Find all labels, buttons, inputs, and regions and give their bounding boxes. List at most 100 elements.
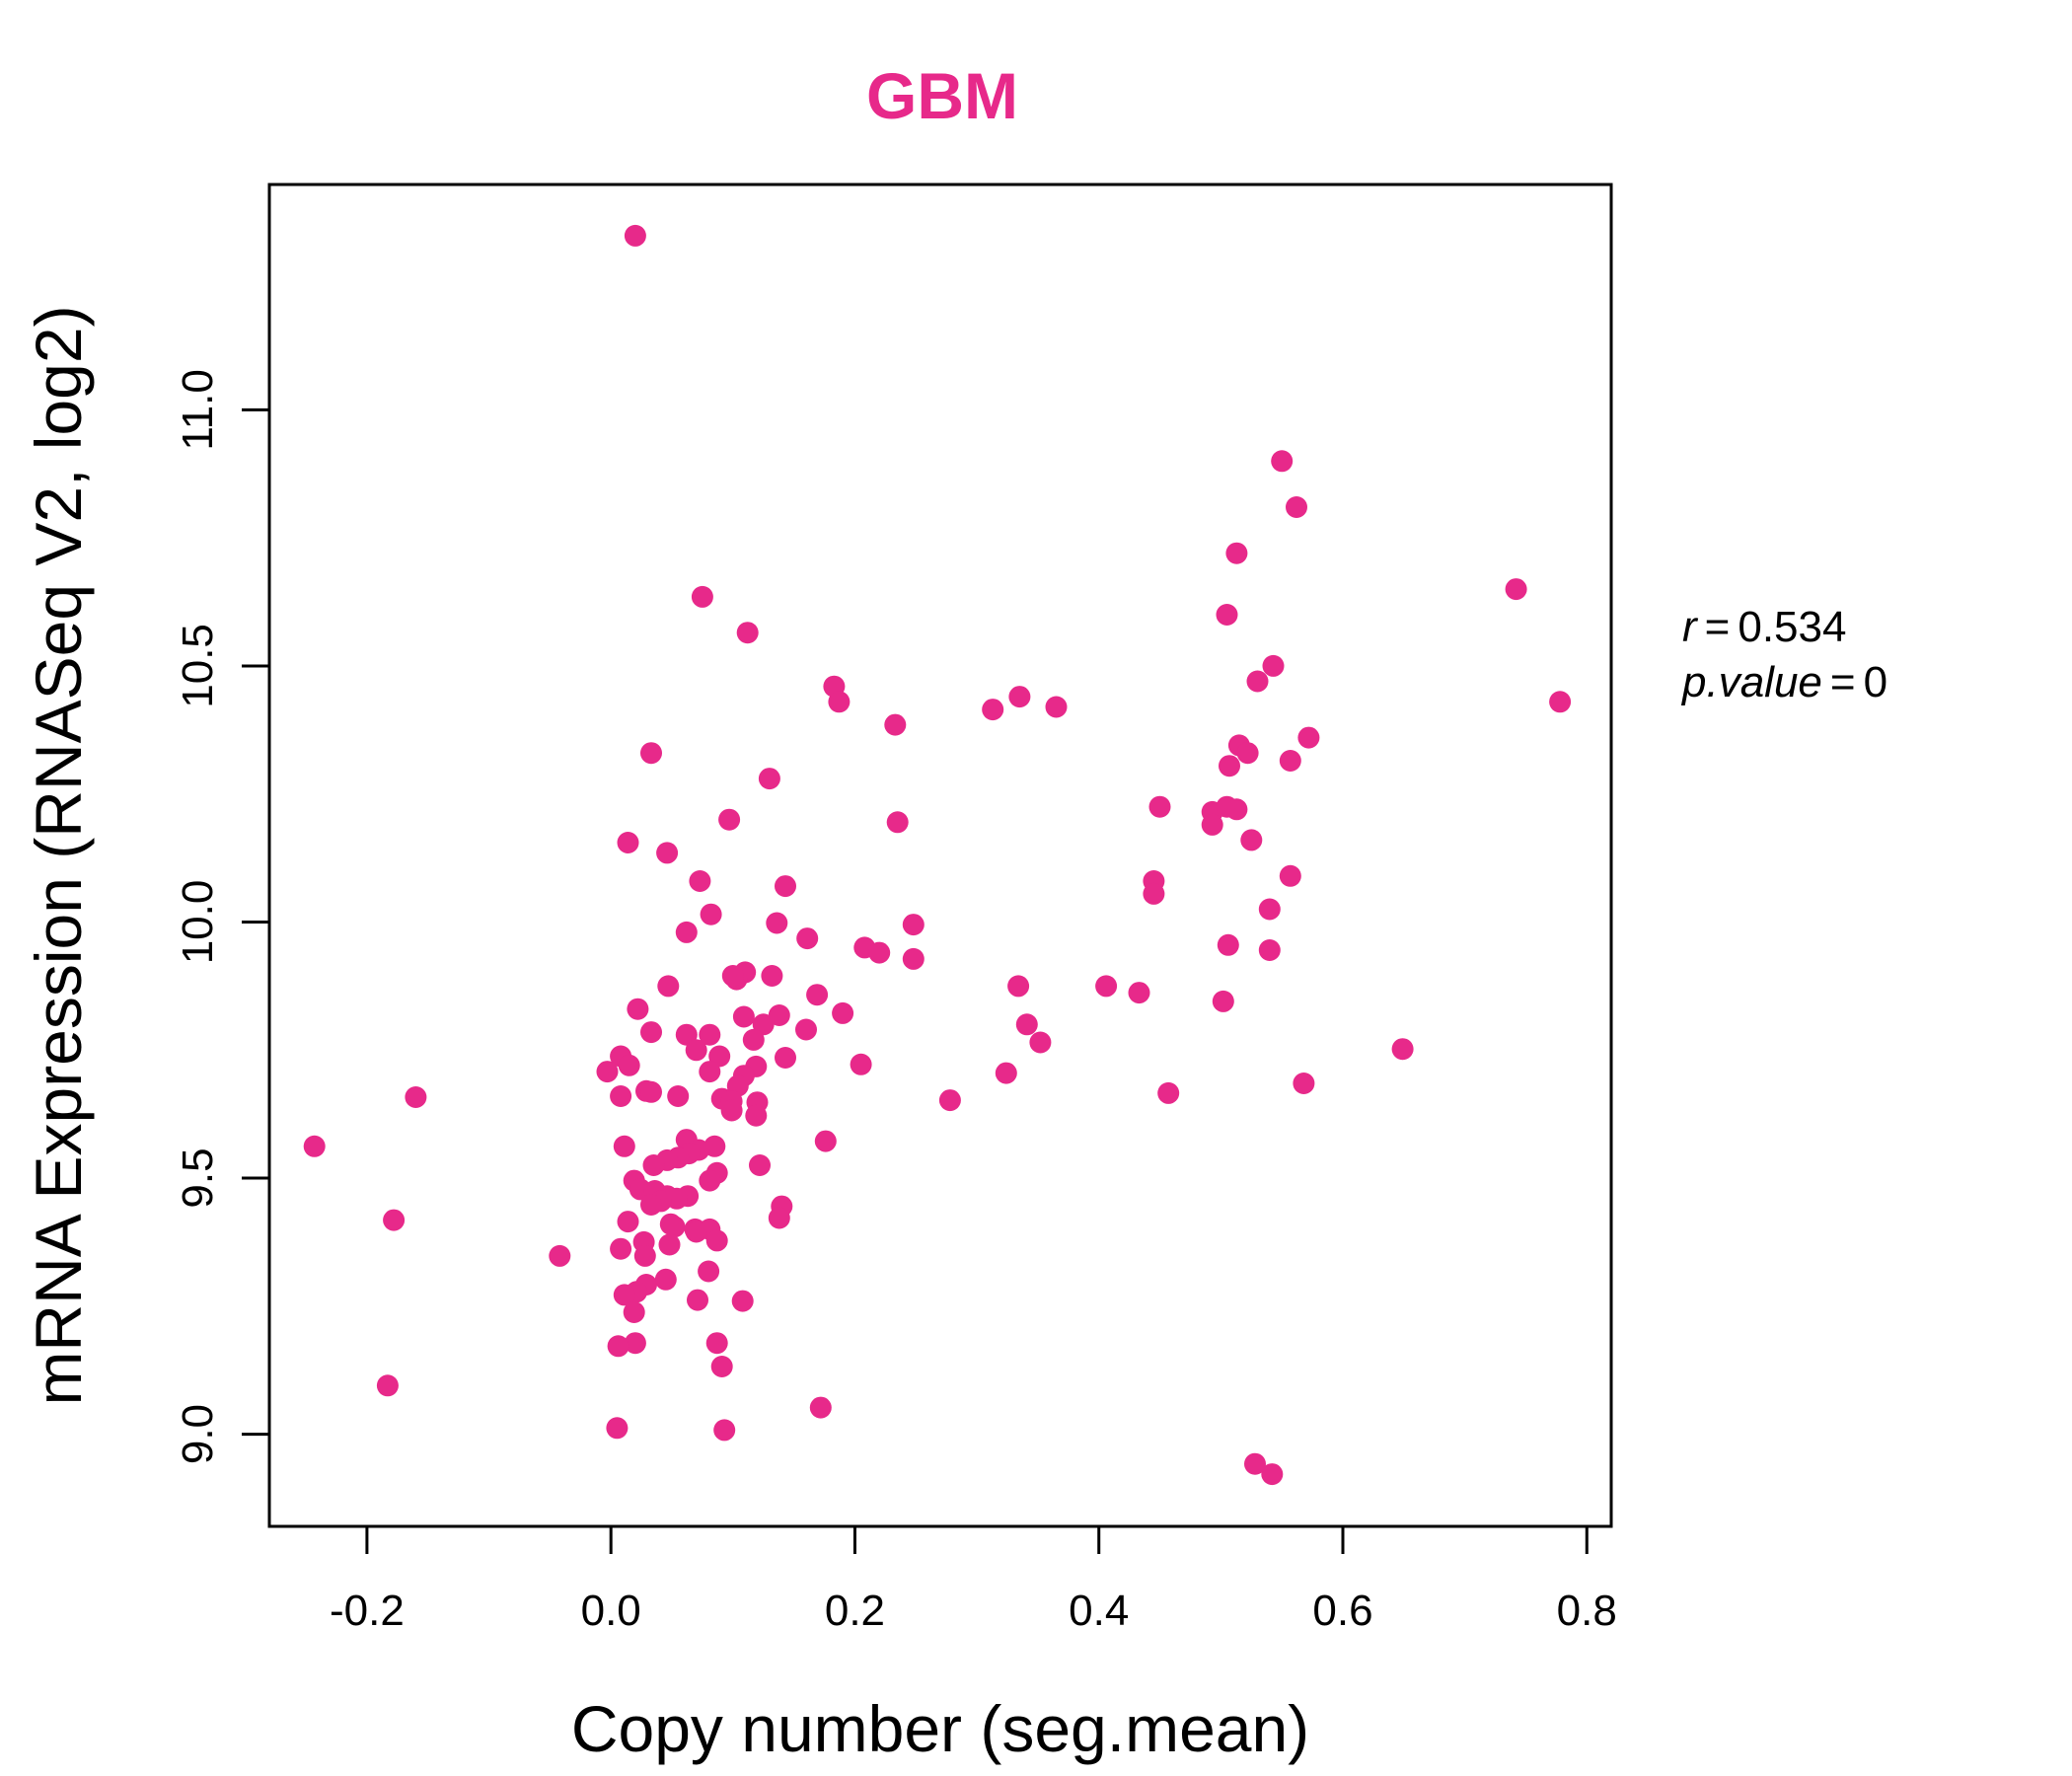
r-annotation: r = 0.534 <box>1682 603 1846 651</box>
data-point <box>884 713 907 736</box>
data-point <box>1212 990 1234 1012</box>
y-tick-label: 11.0 <box>174 369 222 450</box>
data-point <box>1148 795 1171 818</box>
data-point <box>1391 1038 1414 1061</box>
data-point <box>742 1028 765 1051</box>
data-point <box>1261 1463 1284 1486</box>
data-point <box>886 811 909 834</box>
data-point <box>1217 933 1239 956</box>
data-point <box>705 1332 728 1355</box>
data-point <box>633 1244 656 1267</box>
data-point <box>713 1419 736 1442</box>
data-point <box>640 1021 662 1044</box>
data-point <box>700 903 722 925</box>
data-point <box>613 1284 635 1306</box>
data-point <box>720 1099 743 1122</box>
data-point <box>1045 696 1068 718</box>
data-point <box>982 699 1004 721</box>
data-point <box>766 912 788 934</box>
data-point <box>675 921 698 943</box>
x-tick-label: 0.0 <box>581 1587 641 1635</box>
data-point <box>1293 1073 1315 1094</box>
data-point <box>868 941 891 964</box>
x-tick-label: 0.8 <box>1557 1587 1617 1635</box>
data-point <box>1029 1031 1052 1054</box>
data-point <box>607 1335 629 1358</box>
p-value: 0 <box>1864 658 1887 706</box>
data-point <box>303 1135 326 1157</box>
data-point <box>795 1018 817 1041</box>
data-points <box>303 224 1572 1486</box>
data-point <box>627 998 649 1020</box>
data-point <box>687 1289 708 1311</box>
data-point <box>1008 686 1031 708</box>
data-point <box>1240 829 1263 851</box>
data-point <box>549 1244 571 1267</box>
data-point <box>745 1104 768 1127</box>
data-point <box>624 1332 646 1355</box>
data-point <box>1225 542 1248 564</box>
data-point <box>685 1039 707 1062</box>
data-point <box>606 1417 629 1440</box>
data-point <box>618 1054 640 1076</box>
data-point <box>1262 654 1285 677</box>
data-point <box>1271 450 1294 473</box>
data-point <box>1505 578 1527 601</box>
data-point <box>761 965 783 987</box>
y-tick-label: 10.5 <box>174 624 222 708</box>
data-point <box>617 832 639 853</box>
data-point <box>775 1047 796 1069</box>
r-value: 0.534 <box>1738 603 1846 651</box>
data-point <box>718 808 741 831</box>
data-point <box>1286 496 1307 518</box>
data-point <box>1258 939 1281 961</box>
data-point <box>832 1001 854 1024</box>
data-point <box>654 1268 677 1291</box>
data-point <box>657 975 680 998</box>
data-point <box>732 1005 755 1028</box>
data-point <box>667 1085 690 1107</box>
x-tick-label: 0.2 <box>825 1587 885 1635</box>
data-point <box>775 875 796 898</box>
data-point <box>699 1023 721 1046</box>
data-point <box>768 1207 790 1229</box>
data-point <box>596 1061 619 1083</box>
r-equals: = <box>1705 603 1731 651</box>
data-point <box>1015 1013 1038 1036</box>
data-point <box>617 1211 639 1233</box>
x-axis: -0.2 0.0 0.2 0.4 0.6 0.8 <box>330 1524 1617 1635</box>
data-point <box>658 1233 681 1256</box>
data-point <box>1219 755 1240 777</box>
data-point <box>705 1229 728 1252</box>
data-point <box>663 1216 686 1238</box>
x-tick-label: 0.6 <box>1312 1587 1372 1635</box>
data-point <box>1297 726 1320 749</box>
data-point <box>828 691 851 713</box>
chart-title: GBM <box>866 59 1018 132</box>
data-point <box>1201 813 1223 836</box>
p-label: p.value <box>1680 658 1822 706</box>
data-point <box>640 1080 662 1103</box>
data-point <box>768 1004 790 1026</box>
data-point <box>1246 670 1269 693</box>
data-point <box>624 224 646 247</box>
data-point <box>405 1086 427 1108</box>
data-point <box>731 1290 754 1312</box>
data-point <box>699 1169 721 1192</box>
correlation-annotation: r = 0.534 p.value = 0 <box>1680 603 1887 706</box>
data-point <box>710 1356 733 1377</box>
data-point <box>613 1135 635 1157</box>
data-point <box>1244 1452 1266 1475</box>
data-point <box>1095 975 1118 998</box>
data-point <box>806 984 829 1006</box>
data-point <box>796 927 819 950</box>
data-point <box>850 1053 872 1075</box>
x-tick-label: 0.4 <box>1069 1587 1129 1635</box>
data-point <box>698 1260 720 1283</box>
data-point <box>656 842 679 864</box>
data-point <box>752 1013 775 1036</box>
data-point <box>1157 1081 1180 1104</box>
data-point <box>809 1396 832 1419</box>
